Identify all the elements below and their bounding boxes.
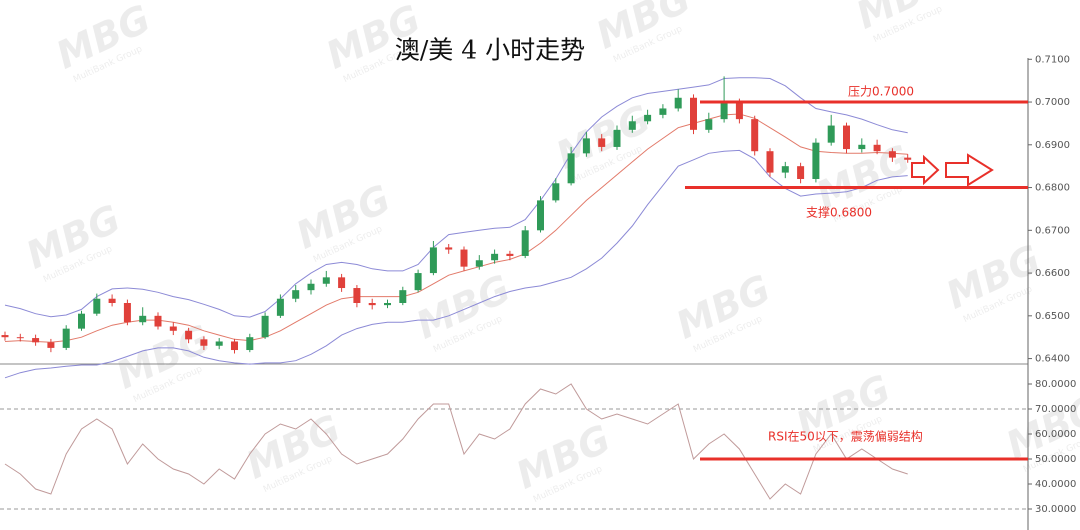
- candle-body: [154, 315, 162, 327]
- candle-body: [567, 153, 575, 184]
- candle-body: [521, 230, 529, 256]
- candle-body: [582, 138, 590, 154]
- candle-body: [399, 290, 407, 303]
- candle-body: [307, 283, 315, 291]
- candle-body: [261, 315, 269, 338]
- annotation-label: 压力0.7000: [848, 85, 914, 99]
- candle-body: [47, 342, 55, 348]
- candle-body: [62, 328, 70, 348]
- candle-body: [491, 253, 499, 261]
- candle-body: [353, 288, 361, 303]
- candle-body: [537, 200, 544, 231]
- candle-body: [215, 341, 223, 346]
- y-tick-label: 0.7000: [1035, 97, 1070, 108]
- y-tick-label: 0.7100: [1035, 54, 1070, 65]
- candle-body: [598, 138, 606, 147]
- candle-body: [751, 119, 759, 152]
- candle-body: [720, 102, 728, 120]
- y-tick-label: 0.6700: [1035, 225, 1070, 236]
- y-tick-label: 80.0000: [1035, 379, 1076, 390]
- candle-body: [873, 144, 881, 152]
- candle-body: [108, 298, 116, 303]
- candle-body: [797, 166, 805, 180]
- y-tick-label: 60.0000: [1035, 429, 1076, 440]
- chart-title: 澳/美 4 小时走势: [395, 36, 585, 65]
- y-tick-label: 0.6800: [1035, 183, 1070, 194]
- candle-body: [292, 290, 300, 299]
- candle-body: [827, 125, 835, 143]
- candle-body: [123, 302, 131, 323]
- annotation-label: 支撑0.6800: [806, 205, 872, 220]
- candle-body: [231, 341, 238, 351]
- candle-body: [644, 114, 652, 122]
- y-tick-label: 0.6900: [1035, 140, 1070, 151]
- y-tick-label: 0.6600: [1035, 268, 1070, 279]
- candle-body: [384, 302, 391, 306]
- candle-body: [858, 144, 866, 150]
- candle-body: [445, 247, 453, 250]
- arrow: [911, 154, 940, 186]
- y-tick-label: 0.6500: [1035, 311, 1070, 322]
- candle-body: [139, 315, 147, 323]
- candle-body: [200, 339, 208, 346]
- candle-body: [843, 125, 850, 150]
- band-lower: [4, 149, 908, 379]
- rsi-line: [4, 383, 908, 500]
- candle-body: [338, 277, 346, 289]
- candle-body: [276, 298, 284, 316]
- candle-body: [169, 326, 177, 331]
- candle-body: [888, 151, 896, 158]
- candle-body: [613, 129, 621, 147]
- candle-body: [16, 337, 24, 339]
- candle-body: [1, 335, 9, 338]
- candle-body: [659, 108, 667, 115]
- candle-body: [904, 157, 912, 160]
- candle-body: [735, 102, 743, 120]
- y-tick-label: 70.0000: [1035, 404, 1076, 415]
- candle-body: [93, 298, 101, 314]
- candle-body: [429, 247, 437, 274]
- annotation-label: RSI在50以下，震荡偏弱结构: [768, 429, 923, 444]
- arrow: [945, 153, 994, 187]
- candle-body: [628, 121, 636, 130]
- candle-body: [552, 183, 560, 201]
- candle-body: [690, 97, 697, 130]
- candle-body: [32, 338, 40, 343]
- candle-body: [705, 119, 713, 130]
- candle-body: [460, 249, 468, 267]
- candle-body: [78, 313, 85, 329]
- y-tick-label: 50.0000: [1035, 454, 1076, 465]
- candle-body: [674, 97, 682, 109]
- band-upper: [4, 77, 908, 318]
- candle-body: [322, 277, 330, 284]
- candle-body: [781, 166, 789, 173]
- candle-body: [475, 260, 483, 267]
- y-tick-label: 30.0000: [1035, 504, 1076, 515]
- candle-body: [246, 337, 254, 351]
- candle-body: [185, 330, 193, 340]
- y-tick-label: 0.6400: [1035, 354, 1070, 365]
- candle-body: [414, 273, 422, 291]
- candle-body: [506, 253, 514, 256]
- candle-body: [368, 302, 376, 306]
- y-tick-label: 40.0000: [1035, 479, 1076, 490]
- candle-body: [766, 151, 774, 173]
- candle-body: [812, 142, 820, 180]
